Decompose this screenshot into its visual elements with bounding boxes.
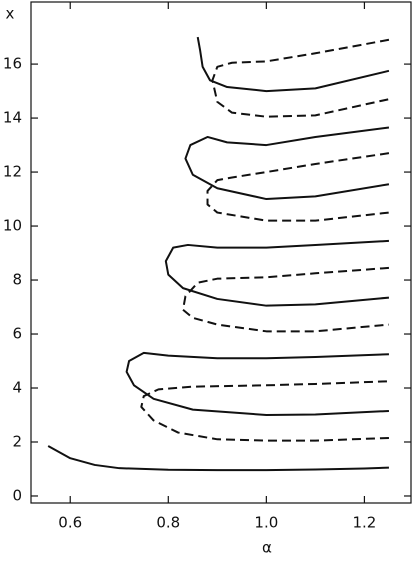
- x-tick-label: 0.8: [156, 514, 180, 532]
- y-tick-label: 14: [3, 109, 22, 127]
- y-tick-label: 16: [3, 55, 22, 73]
- dashed-curve: [182, 266, 390, 333]
- dashed-curve: [140, 380, 389, 442]
- y-tick-label: 2: [12, 432, 22, 450]
- y-tick-label: 12: [3, 163, 22, 181]
- plot-frame: [30, 1, 412, 504]
- y-axis-label: x: [6, 5, 15, 23]
- y-tick-label: 6: [12, 325, 22, 343]
- y-tick-label: 8: [12, 271, 22, 289]
- x-tick-label: 1.2: [352, 514, 376, 532]
- dashed-curve: [211, 38, 390, 118]
- solid-curve: [47, 445, 389, 472]
- solid-curve: [125, 351, 389, 416]
- solid-curve: [196, 36, 390, 93]
- y-tick-label: 10: [3, 217, 22, 235]
- solid-curve: [184, 126, 390, 201]
- x-tick-label: 0.6: [58, 514, 82, 532]
- y-tick-label: 0: [12, 486, 22, 504]
- solid-curve: [164, 239, 390, 307]
- y-tick-label: 4: [12, 379, 22, 397]
- x-axis-label: α: [262, 539, 272, 557]
- dashed-curve: [206, 152, 390, 222]
- x-tick-label: 1.0: [254, 514, 278, 532]
